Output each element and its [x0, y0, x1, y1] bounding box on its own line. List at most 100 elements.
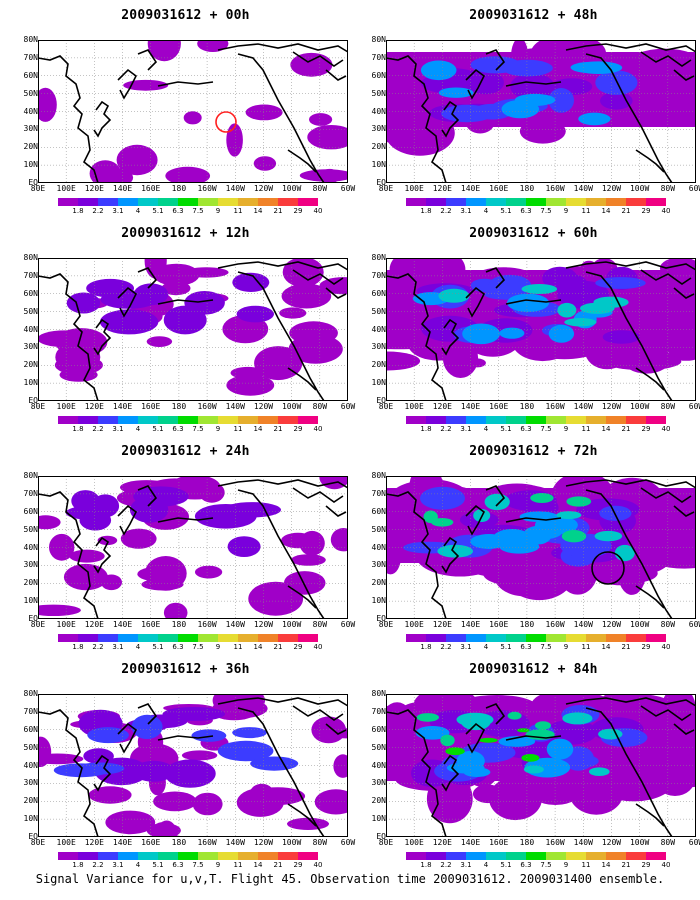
colorbar-label: 14	[253, 643, 263, 651]
field-blob-low	[147, 40, 181, 62]
x-tick-label: 60W	[688, 184, 700, 193]
colorbar-swatch	[446, 198, 466, 206]
panel-title: 2009031612 + 36h	[121, 662, 250, 677]
y-tick-label: 40N	[371, 324, 386, 334]
colorbar-label: 7.5	[192, 643, 204, 651]
colorbar-swatch	[278, 852, 298, 860]
colorbar-swatch	[546, 198, 566, 206]
colorbar-swatch	[238, 198, 258, 206]
field-blob-low	[668, 345, 696, 361]
coastline	[635, 367, 665, 391]
x-tick-label: 140W	[225, 402, 245, 411]
field-blob-low	[38, 753, 84, 765]
y-tick-label: 40N	[371, 760, 386, 770]
colorbar-swatch	[178, 416, 198, 424]
colorbar-swatch	[626, 634, 646, 642]
x-tick-label: 80E	[30, 402, 46, 411]
colorbar-label: 6.3	[172, 207, 184, 215]
field-blob-level-5	[440, 734, 455, 747]
colorbar-swatch	[566, 416, 586, 424]
field-blob-level-5	[566, 496, 592, 507]
x-tick-label: 160E	[489, 620, 509, 629]
x-tick-label: 60W	[340, 620, 356, 629]
colorbar-label: 7.5	[540, 861, 552, 869]
x-tick-label: 100W	[281, 838, 302, 847]
colorbar-label: 40	[313, 861, 323, 869]
x-tick-label: 100E	[56, 838, 76, 847]
y-tick-label: 10N	[371, 160, 386, 170]
x-tick-label: 180	[171, 838, 187, 847]
field-blob-level-2	[420, 486, 465, 510]
colorbar-swatch	[646, 198, 666, 206]
colorbar-swatch	[98, 852, 118, 860]
x-tick-label: 120W	[253, 620, 274, 629]
colorbar-swatch	[406, 634, 426, 642]
x-tick-label: 140W	[225, 838, 245, 847]
field-blob-low	[183, 111, 202, 125]
variance-map	[38, 258, 348, 401]
x-tick-label: 140E	[112, 402, 133, 411]
y-tick-label: 50N	[371, 742, 386, 752]
colorbar-swatch	[566, 852, 586, 860]
colorbar-swatch	[158, 852, 178, 860]
field-blob-low	[282, 258, 324, 288]
field-blob-level-4	[557, 302, 577, 318]
y-tick-label: EQ	[376, 614, 386, 623]
y-tick-label: EQ	[28, 178, 38, 187]
colorbar-swatch	[58, 416, 78, 424]
colorbar-label: 9	[215, 425, 221, 433]
y-tick-label: 60N	[371, 288, 386, 298]
x-tick-label: 160W	[197, 402, 217, 411]
colorbar-label: 6.3	[172, 643, 184, 651]
field-blob-low	[38, 604, 81, 616]
field-blob-level-2	[217, 740, 274, 762]
field-blob-level-2	[548, 88, 574, 113]
coastline	[237, 707, 325, 837]
field-blob-low	[651, 732, 696, 749]
y-tick-label: 70N	[371, 52, 386, 62]
colorbar-label: 14	[601, 861, 611, 869]
map-panel: 2009031612 + 48h 80N 70N 60N 50N 40N 30N 20N 10N…	[366, 0, 700, 215]
y-tick-label: 80N	[371, 253, 386, 262]
colorbar-swatch	[218, 852, 238, 860]
colorbar-label: 4	[135, 207, 141, 215]
variance-map	[386, 40, 696, 183]
field-blob-low	[146, 336, 173, 347]
x-tick-label: 100W	[281, 184, 302, 193]
x-tick-label: 180	[519, 838, 535, 847]
y-tick-label: 10N	[23, 160, 38, 170]
coastline	[157, 735, 214, 741]
colorbar-swatch	[506, 198, 526, 206]
y-tick-label: 10N	[23, 378, 38, 388]
y-tick-label: 30N	[371, 560, 386, 570]
colorbar-label: 5.1	[152, 861, 164, 869]
colorbar-label: 4	[483, 643, 489, 651]
field-blob-low	[307, 125, 348, 150]
colorbar-swatch	[238, 852, 258, 860]
field-blob-level-4	[598, 728, 623, 740]
field-blob-low	[504, 548, 574, 601]
x-tick-label: 120E	[84, 620, 104, 629]
x-tick-label: 140W	[573, 402, 593, 411]
coastline	[565, 261, 696, 271]
y-tick-label: 40N	[371, 542, 386, 552]
x-tick-label: 160W	[545, 402, 565, 411]
field-blob-low	[386, 302, 432, 341]
colorbar-label: 7.5	[192, 207, 204, 215]
field-blob-level-5	[535, 721, 551, 730]
x-tick-label: 160E	[489, 838, 509, 847]
y-tick-label: 70N	[23, 270, 38, 280]
field-blob-low	[489, 776, 542, 821]
colorbar-label: 4	[483, 861, 489, 869]
coastline	[217, 43, 348, 53]
field-blob-level-4	[521, 284, 558, 294]
colorbar-label: 29	[641, 207, 651, 215]
field-blob-low	[519, 119, 566, 144]
colorbar-swatch	[406, 852, 426, 860]
y-tick-label: 20N	[23, 360, 38, 370]
coastline	[325, 69, 347, 81]
colorbar-swatch	[526, 634, 546, 642]
colorbar-swatch	[78, 634, 98, 642]
coastline	[673, 69, 695, 81]
y-tick-label: 10N	[371, 596, 386, 606]
